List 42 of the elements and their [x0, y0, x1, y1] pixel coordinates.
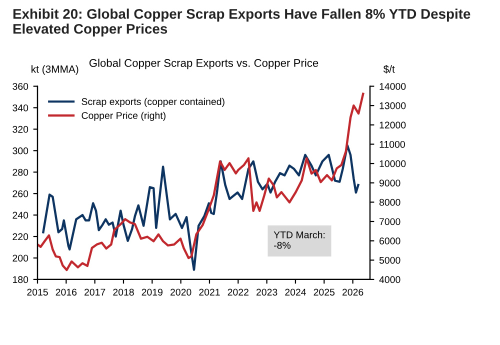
y2-axis-title: $/t: [383, 65, 395, 74]
y-tick-label: 180: [12, 276, 28, 284]
y2-tick-label: 7000: [380, 218, 400, 226]
x-tick-label: 2016: [56, 288, 77, 296]
y-axis-title: kt (3MMA): [32, 65, 78, 75]
y-tick-label: 280: [12, 168, 28, 176]
legend-label: Copper Price (right): [82, 112, 166, 121]
x-tick-label: 2021: [199, 288, 220, 296]
y-tick-label: 300: [12, 147, 28, 154]
x-tick-label: 2026: [342, 288, 364, 296]
y-tick-label: 340: [12, 104, 28, 112]
chart-title: Exhibit 20: Global Copper Scrap Exports Have Fallen 8% YTD Despite Elevated Copper Prices: [13, 8, 470, 37]
x-tick-label: 2022: [228, 288, 248, 296]
line-series: [42, 144, 360, 271]
legend-label: Scrap exports (copper contained): [82, 98, 224, 107]
y2-tick-label: 4000: [379, 276, 400, 284]
annotation: YTD March: -8%: [274, 231, 325, 249]
y2-tick-label: 8000: [379, 198, 400, 206]
x-tick-label: 2018: [113, 288, 134, 296]
y-tick-label: 200: [12, 254, 28, 262]
y2-tick-label: 12000: [380, 122, 406, 129]
y2-tick-label: 14000: [380, 82, 406, 90]
y2-tick-label: 6000: [380, 238, 400, 244]
y-tick-label: 320: [12, 126, 28, 133]
x-tick-label: 2019: [142, 288, 163, 296]
x-tick-label: 2020: [170, 288, 192, 296]
y-tick-label: 240: [12, 212, 28, 219]
x-tick-label: 2025: [314, 288, 335, 296]
x-tick-label: 2023: [256, 288, 278, 296]
y2-tick-label: 5000: [379, 256, 400, 264]
y2-tick-label: 13000: [380, 102, 406, 110]
y2-tick-label: 9000: [379, 180, 400, 186]
x-tick-label: 2024: [285, 288, 306, 296]
x-tick-label: 2017: [84, 288, 106, 296]
chart-subtitle: Global Copper Scrap Exports vs. Copper Price: [89, 58, 318, 70]
y-tick-label: 360: [12, 82, 28, 90]
y-tick-label: 260: [12, 190, 28, 198]
y-tick-label: 220: [12, 233, 28, 240]
y2-tick-label: 10000: [380, 160, 406, 168]
y2-tick-label: 11000: [380, 140, 405, 148]
x-tick-label: 2015: [27, 288, 48, 296]
line-series: [38, 92, 364, 272]
